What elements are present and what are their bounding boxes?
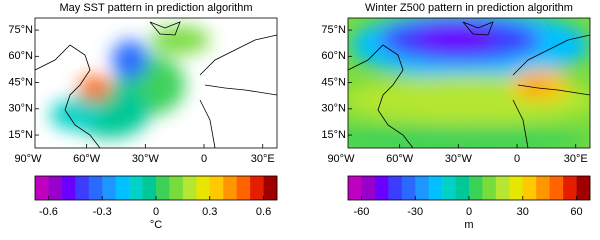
colorbar-swatch — [563, 176, 577, 200]
panel-title: May SST pattern in prediction algorithm — [60, 2, 253, 14]
colorbar-swatch — [35, 176, 49, 200]
colorbar-tick-label: 60 — [570, 206, 582, 218]
lon-tick-label: 0 — [514, 153, 520, 165]
colorbar-swatch — [75, 176, 90, 200]
lon-tick-label: 0 — [201, 153, 207, 165]
lon-tick-label: 30°E — [564, 153, 588, 165]
colorbar-swatch — [495, 176, 510, 200]
lat-tick-label: 45°N — [321, 76, 346, 88]
colorbar-tick-label: -60 — [353, 206, 369, 218]
colorbar-swatch — [415, 176, 429, 200]
lon-tick-label: 60°W — [386, 153, 414, 165]
sst-field — [35, 18, 277, 148]
colorbar-swatch — [129, 176, 143, 200]
colorbar-swatch — [250, 176, 264, 200]
colorbar-swatch — [263, 176, 278, 200]
lat-tick-label: 15°N — [321, 129, 346, 141]
colorbar-swatch — [361, 176, 376, 200]
lat-tick-label: 45°N — [8, 76, 33, 88]
colorbar-swatch — [401, 176, 416, 200]
map-frame — [34, 17, 278, 149]
colorbar-swatch — [223, 176, 237, 200]
colorbar-tick-label: -30 — [407, 206, 423, 218]
lat-tick-label: 75°N — [8, 24, 33, 36]
lon-tick-label: 30°W — [445, 153, 473, 165]
colorbar-swatch — [61, 176, 76, 200]
colorbar-swatch — [482, 176, 497, 200]
lat-tick-label: 75°N — [321, 24, 346, 36]
lon-tick-label: 30°W — [132, 153, 160, 165]
lat-tick-label: 15°N — [8, 129, 33, 141]
lat-tick-label: 60°N — [8, 50, 33, 62]
colorbar-swatch — [48, 176, 63, 200]
lon-tick-label: 30°E — [251, 153, 275, 165]
colorbar-swatch — [388, 176, 403, 200]
colorbar-swatch — [442, 176, 456, 200]
colorbar-swatch — [115, 176, 130, 200]
lon-tick-label: 60°W — [73, 153, 101, 165]
coastlines — [34, 21, 591, 149]
colorbar-unit: °C — [150, 219, 162, 231]
colorbar-tick-label: -0.3 — [93, 206, 112, 218]
colorbar-swatch — [169, 176, 184, 200]
colorbar-swatch — [576, 176, 591, 200]
colorbar-swatch — [209, 176, 224, 200]
colorbar-tick-label: 30 — [517, 206, 529, 218]
map-frame — [347, 17, 591, 149]
lat-tick-label: 30°N — [8, 103, 33, 115]
colorbar-swatch — [348, 176, 362, 200]
colorbar-swatch — [196, 176, 211, 200]
colorbar-swatch — [428, 176, 443, 200]
colorbar-swatch — [374, 176, 389, 200]
colorbar-swatch — [509, 176, 524, 200]
colorbar-tick-label: -0.6 — [39, 206, 58, 218]
lon-tick-label: 90°W — [14, 153, 42, 165]
colorbar-swatch — [549, 176, 564, 200]
figure: May SST pattern in prediction algorithm 7… — [8, 2, 591, 231]
colorbar-swatch — [142, 176, 157, 200]
colorbar-swatch — [102, 176, 116, 200]
lon-tick-label: 90°W — [327, 153, 355, 165]
colorbar-swatch — [88, 176, 103, 200]
colorbar-swatch — [156, 176, 170, 200]
colorbar-swatch — [182, 176, 197, 200]
z500-field — [348, 18, 590, 148]
lat-tick-label: 60°N — [321, 50, 346, 62]
colorbar-tick-label: 0.3 — [202, 206, 217, 218]
lat-tick-label: 30°N — [321, 103, 346, 115]
colorbar-swatch — [522, 176, 537, 200]
panel-title: Winter Z500 pattern in prediction algori… — [365, 2, 573, 14]
colorbar-swatch — [455, 176, 470, 200]
colorbar-tick-label: 0 — [153, 206, 159, 218]
colorbar-tick-label: 0 — [466, 206, 472, 218]
colorbar-swatch — [536, 176, 550, 200]
colorbar-tick-label: 0.6 — [256, 206, 271, 218]
colorbar-unit: m — [464, 219, 473, 231]
colorbar-swatch — [236, 176, 251, 200]
colorbar-swatch — [469, 176, 483, 200]
